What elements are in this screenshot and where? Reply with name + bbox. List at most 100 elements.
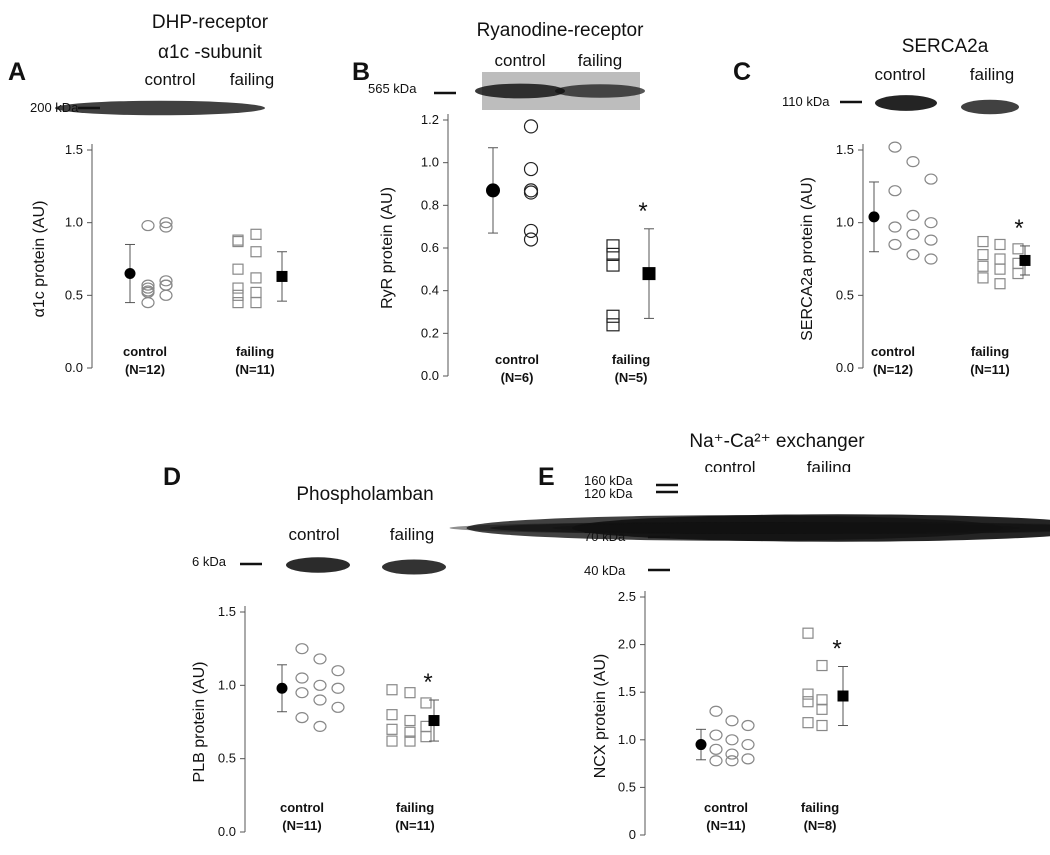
data-point-control — [523, 119, 539, 134]
blot-title: Phospholamban — [296, 484, 433, 505]
data-point-failing — [386, 723, 398, 735]
data-point-control — [295, 672, 309, 684]
group-label-control: control — [704, 800, 748, 815]
y-tick-label: 0 — [629, 827, 636, 842]
panel-letter: B — [352, 58, 370, 86]
panel-d: D Phospholamban control failing 6 kDa 0.0 0.5 1… — [163, 463, 446, 839]
data-point-control — [725, 755, 739, 767]
y-tick-label: 1.0 — [618, 732, 636, 747]
data-point-control — [741, 753, 755, 765]
data-point-failing — [977, 235, 989, 248]
data-point-control — [313, 720, 327, 733]
data-point-control — [313, 653, 327, 665]
blot-band — [875, 95, 937, 111]
data-point-failing — [420, 731, 432, 743]
group-label-control: control — [871, 344, 915, 359]
data-point-control — [924, 253, 938, 265]
group-n-label: (N=11) — [970, 362, 1009, 377]
mean-marker-failing — [1019, 254, 1031, 266]
y-tick-label: 2.0 — [618, 637, 636, 652]
kda-marker-label: 110 kDa — [782, 94, 830, 109]
panel-b: B Ryanodine-receptor control failing 565 kDa… — [352, 20, 656, 385]
data-point-failing — [802, 696, 814, 708]
data-point-failing — [802, 627, 814, 639]
data-point-failing — [386, 709, 398, 721]
data-point-failing — [232, 263, 244, 275]
data-point-control — [888, 185, 902, 197]
kda-marker-label: 160 kDa — [584, 473, 633, 488]
data-point-control — [331, 665, 345, 677]
blot-band — [382, 559, 446, 575]
data-point-control — [888, 141, 902, 153]
data-point-failing — [232, 297, 244, 309]
data-point-control — [906, 156, 920, 168]
data-point-failing — [1012, 267, 1024, 280]
data-point-failing — [802, 688, 814, 700]
y-tick-label: 0.5 — [618, 779, 636, 794]
data-point-control — [141, 285, 155, 297]
y-tick-label: 2.5 — [618, 589, 636, 604]
group-label-control: control — [495, 352, 539, 367]
group-label-control: control — [123, 344, 167, 359]
lane-label-control: control — [494, 51, 545, 70]
group-label-failing: failing — [236, 344, 274, 359]
blot-band — [552, 522, 1050, 534]
group-label-failing: failing — [396, 800, 434, 815]
y-tick-label: 0.0 — [218, 824, 236, 839]
kda-marker-label: 200 kDa — [30, 100, 79, 115]
data-point-control — [141, 279, 155, 291]
mean-marker-failing — [428, 715, 440, 727]
panel-letter: E — [538, 463, 555, 491]
y-axis-label: SERCA2a protein (AU) — [799, 177, 816, 341]
data-point-control — [159, 217, 173, 229]
blot-title: SERCA2a — [902, 36, 989, 57]
kda-marker-label: 120 kDa — [584, 486, 633, 501]
panel-c: C SERCA2a control failing 110 kDa 0.0 0.5 1.0 1.… — [733, 36, 1043, 377]
group-label-control: control — [280, 800, 324, 815]
data-point-control — [725, 734, 739, 746]
y-axis-label: RyR protein (AU) — [379, 187, 396, 309]
y-tick-label: 0.5 — [65, 287, 83, 302]
panel-letter: D — [163, 463, 181, 491]
y-tick-label: 0.5 — [218, 751, 236, 766]
data-point-control — [924, 234, 938, 246]
mean-marker-failing — [642, 267, 656, 281]
panel-e: E Na⁺-Ca²⁺ exchanger control failing 160 kDa… — [449, 431, 1050, 842]
blot-title: Ryanodine-receptor — [477, 20, 645, 41]
data-point-failing — [232, 289, 244, 301]
group-n-label: (N=8) — [804, 818, 837, 833]
blot-band — [961, 99, 1019, 115]
data-point-failing — [404, 714, 416, 727]
data-point-failing — [994, 238, 1006, 251]
group-n-label: (N=11) — [395, 818, 434, 833]
data-point-control — [725, 748, 739, 760]
data-point-failing — [816, 719, 828, 732]
data-point-control — [295, 643, 309, 655]
data-point-control — [331, 682, 345, 694]
blot-title: DHP-receptor — [152, 12, 269, 33]
lane-label-failing: failing — [390, 525, 434, 544]
data-point-control — [295, 711, 309, 724]
kda-marker-label: 565 kDa — [368, 81, 417, 96]
data-point-control — [725, 715, 739, 727]
data-point-control — [888, 238, 902, 251]
data-point-failing — [386, 684, 398, 696]
y-axis-label: α1c protein (AU) — [31, 201, 48, 318]
data-point-control — [159, 279, 173, 291]
data-point-failing — [977, 249, 989, 261]
data-point-failing — [404, 735, 416, 747]
data-point-control — [523, 223, 539, 239]
data-point-control — [741, 719, 755, 732]
data-point-control — [709, 743, 723, 755]
y-tick-label: 0.4 — [421, 283, 439, 298]
data-point-failing — [1012, 243, 1024, 255]
blot-band — [475, 83, 565, 99]
y-tick-label: 0.0 — [421, 368, 439, 383]
mean-marker-control — [868, 211, 880, 223]
data-point-control — [741, 738, 755, 751]
data-point-control — [159, 289, 173, 301]
data-point-control — [295, 687, 309, 699]
data-point-control — [924, 217, 938, 229]
group-label-failing: failing — [971, 344, 1009, 359]
